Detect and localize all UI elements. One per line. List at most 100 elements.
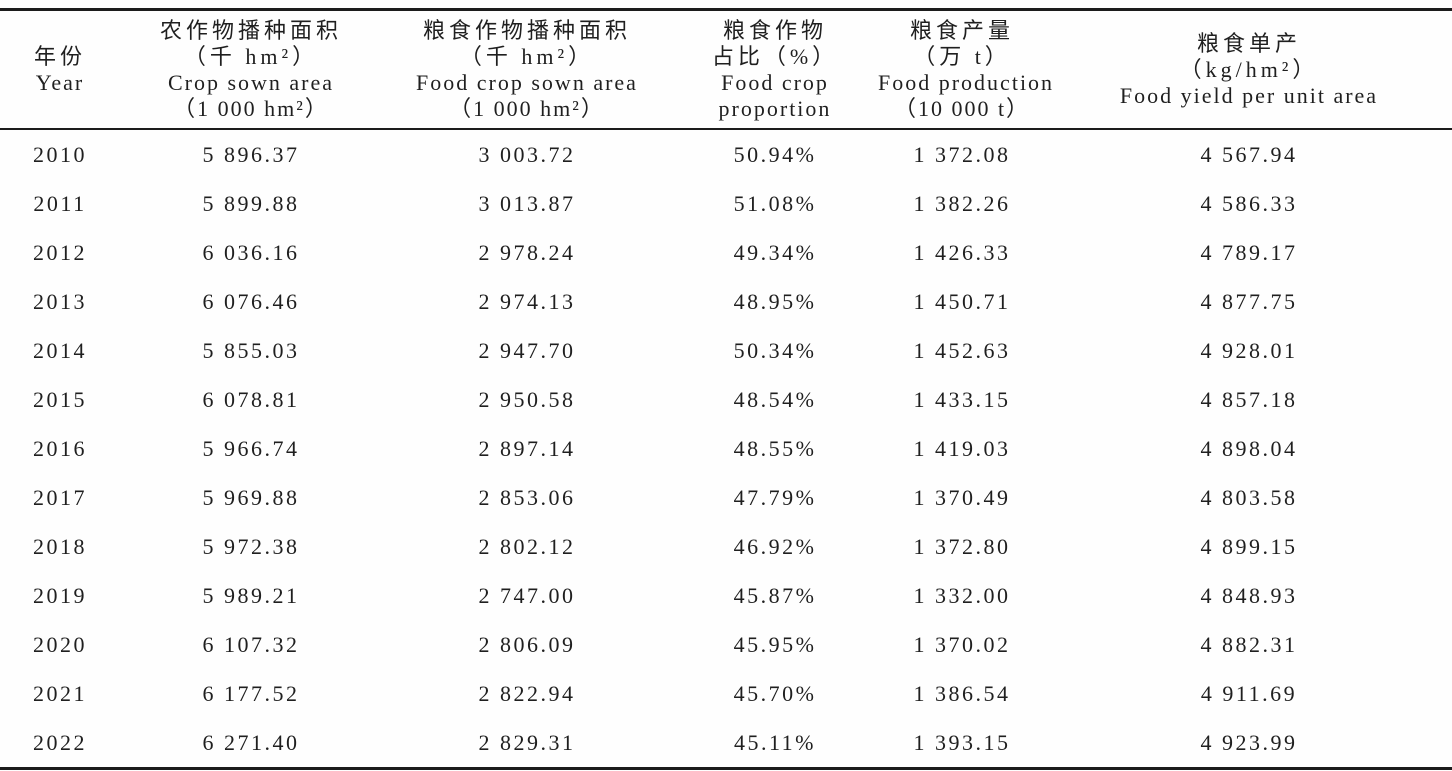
value-cell: 1 386.54 [913, 680, 1011, 706]
year-cell: 2014 [33, 337, 87, 363]
table-row: 2021 6 177.52 2 822.94 45.70% 1 386.54 4 911.… [0, 669, 1452, 718]
header-line: 粮食作物播种面积 [422, 17, 631, 43]
value-cell: 2 853.06 [478, 484, 576, 510]
value-cell: 2 950.58 [478, 386, 576, 412]
table-row: 2012 6 036.16 2 978.24 49.34% 1 426.33 4 789.… [0, 228, 1452, 277]
value-cell: 2 947.70 [478, 337, 576, 363]
value-cell: 4 898.04 [1200, 435, 1298, 461]
value-cell: 49.34% [733, 239, 817, 265]
value-cell: 5 855.03 [202, 337, 300, 363]
table-row: 2016 5 966.74 2 897.14 48.55% 1 419.03 4 898.… [0, 424, 1452, 473]
year-cell: 2020 [33, 631, 87, 657]
value-cell: 2 802.12 [478, 533, 576, 559]
value-cell: 46.92% [733, 533, 817, 559]
value-cell: 5 989.21 [202, 582, 300, 608]
table-row: 2017 5 969.88 2 853.06 47.79% 1 370.49 4 803.… [0, 473, 1452, 522]
header-line: 粮食单产 [1196, 30, 1301, 56]
table-row: 2018 5 972.38 2 802.12 46.92% 1 372.80 4 899.… [0, 522, 1452, 571]
value-cell: 1 450.71 [913, 288, 1011, 314]
table-row: 2022 6 271.40 2 829.31 45.11% 1 393.15 4 923.… [0, 718, 1452, 769]
table-row: 2015 6 078.81 2 950.58 48.54% 1 433.15 4 857.… [0, 375, 1452, 424]
value-cell: 4 857.18 [1200, 386, 1298, 412]
value-cell: 4 923.99 [1200, 729, 1298, 755]
table-row: 2013 6 076.46 2 974.13 48.95% 1 450.71 4 877.… [0, 277, 1452, 326]
value-cell: 2 822.94 [478, 680, 576, 706]
column-header-food-crop-proportion: 粮食作物 占比（%） Food crop proportion [672, 9, 878, 130]
header-line: Food production [878, 69, 1055, 95]
value-cell: 1 433.15 [913, 386, 1011, 412]
value-cell: 1 372.08 [913, 141, 1011, 167]
year-cell: 2019 [33, 582, 87, 608]
header-line: Food crop [721, 69, 829, 95]
value-cell: 6 107.32 [202, 631, 300, 657]
value-cell: 2 978.24 [478, 239, 576, 265]
header-line: proportion [718, 95, 832, 121]
column-header-food-yield-per-unit-area: 粮食单产 （kg/hm²） Food yield per unit area [1046, 9, 1452, 130]
value-cell: 45.87% [733, 582, 817, 608]
value-cell: 3 013.87 [478, 190, 576, 216]
table-row: 2010 5 896.37 3 003.72 50.94% 1 372.08 4 567.… [0, 129, 1452, 179]
column-header-crop-sown-area: 农作物播种面积 （千 hm²） Crop sown area （1 000 hm²） [120, 9, 382, 130]
header-line: Food crop sown area [416, 69, 638, 95]
value-cell: 1 393.15 [913, 729, 1011, 755]
header-line: （千 hm²） [183, 43, 319, 69]
header-line: （1 000 hm²） [173, 95, 329, 121]
value-cell: 4 803.58 [1200, 484, 1298, 510]
header-line: 粮食作物 [722, 17, 827, 43]
value-cell: 45.11% [733, 729, 816, 755]
crop-statistics-table: 年份 Year 农作物播种面积 （千 hm²） Crop sown area （1 000… [0, 8, 1452, 770]
header-line: Crop sown area [167, 69, 335, 95]
value-cell: 6 076.46 [202, 288, 300, 314]
year-cell: 2018 [33, 533, 87, 559]
value-cell: 1 382.26 [913, 190, 1011, 216]
value-cell: 5 899.88 [202, 190, 300, 216]
header-line: 年份 [33, 43, 86, 69]
value-cell: 5 966.74 [202, 435, 300, 461]
value-cell: 4 877.75 [1200, 288, 1298, 314]
year-cell: 2011 [33, 190, 87, 216]
value-cell: 5 972.38 [202, 533, 300, 559]
value-cell: 1 372.80 [913, 533, 1011, 559]
value-cell: 48.55% [733, 435, 817, 461]
value-cell: 1 419.03 [913, 435, 1011, 461]
value-cell: 4 789.17 [1200, 239, 1298, 265]
value-cell: 45.70% [733, 680, 817, 706]
value-cell: 48.95% [733, 288, 817, 314]
value-cell: 2 897.14 [478, 435, 576, 461]
column-header-food-production: 粮食产量 （万 t） Food production （10 000 t） [878, 9, 1055, 130]
table-row: 2014 5 855.03 2 947.70 50.34% 1 452.63 4 928.… [0, 326, 1452, 375]
value-cell: 2 974.13 [478, 288, 576, 314]
value-cell: 4 899.15 [1200, 533, 1298, 559]
value-cell: 6 271.40 [202, 729, 300, 755]
table-body: 2010 5 896.37 3 003.72 50.94% 1 372.08 4 567.… [0, 129, 1452, 769]
value-cell: 50.94% [733, 141, 817, 167]
header-line: （1 000 hm²） [449, 95, 605, 121]
header-line: 粮食产量 [909, 17, 1014, 43]
value-cell: 48.54% [733, 386, 817, 412]
value-cell: 5 896.37 [202, 141, 300, 167]
table-head: 年份 Year 农作物播种面积 （千 hm²） Crop sown area （1 000… [0, 9, 1452, 130]
value-cell: 51.08% [733, 190, 817, 216]
year-cell: 2022 [33, 729, 87, 755]
value-cell: 2 806.09 [478, 631, 576, 657]
table-row: 2019 5 989.21 2 747.00 45.87% 1 332.00 4 848.… [0, 571, 1452, 620]
header-line: （千 hm²） [459, 43, 595, 69]
value-cell: 6 078.81 [202, 386, 300, 412]
year-cell: 2021 [33, 680, 87, 706]
value-cell: 4 928.01 [1200, 337, 1298, 363]
year-cell: 2012 [33, 239, 87, 265]
header-line: （10 000 t） [893, 95, 1031, 121]
header-line: 占比（%） [711, 43, 839, 69]
header-line: （万 t） [913, 43, 1011, 69]
value-cell: 1 370.49 [913, 484, 1011, 510]
header-line: Food yield per unit area [1119, 82, 1379, 108]
value-cell: 4 882.31 [1200, 631, 1298, 657]
value-cell: 3 003.72 [478, 141, 576, 167]
column-header-food-crop-sown-area: 粮食作物播种面积 （千 hm²） Food crop sown area （1 000… [382, 9, 672, 130]
header-line: （kg/hm²） [1179, 56, 1319, 82]
value-cell: 1 332.00 [913, 582, 1011, 608]
value-cell: 5 969.88 [202, 484, 300, 510]
value-cell: 2 747.00 [478, 582, 576, 608]
value-cell: 2 829.31 [478, 729, 576, 755]
value-cell: 6 036.16 [202, 239, 300, 265]
